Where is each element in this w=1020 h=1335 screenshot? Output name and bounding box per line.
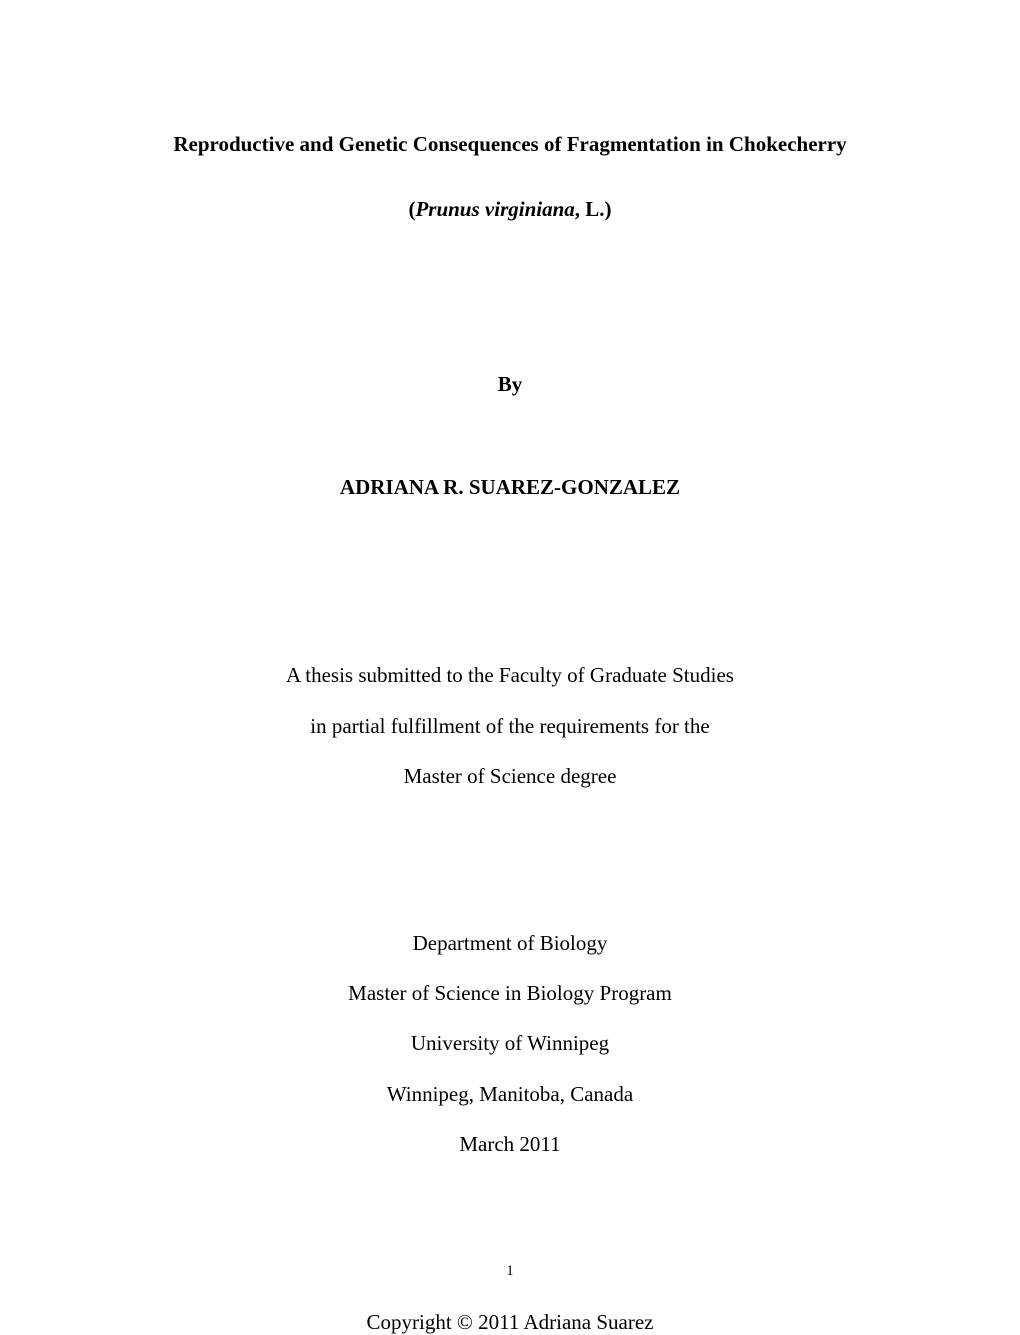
page-number: 1 — [0, 1263, 1020, 1280]
copyright-notice: Copyright © 2011 Adriana Suarez — [120, 1310, 900, 1335]
by-label: By — [120, 372, 900, 397]
institution-block: Department of Biology Master of Science … — [120, 918, 900, 1170]
department: Department of Biology — [120, 918, 900, 968]
university: University of Winnipeg — [120, 1018, 900, 1068]
thesis-title-page: Reproductive and Genetic Consequences of… — [0, 0, 1020, 1320]
title-paren-close: , L.) — [575, 197, 612, 221]
thesis-title-line-1: Reproductive and Genetic Consequences of… — [120, 130, 900, 159]
submission-line-1: A thesis submitted to the Faculty of Gra… — [120, 650, 900, 700]
location: Winnipeg, Manitoba, Canada — [120, 1069, 900, 1119]
submission-line-2: in partial fulfillment of the requiremen… — [120, 701, 900, 751]
date: March 2011 — [120, 1119, 900, 1169]
submission-statement: A thesis submitted to the Faculty of Gra… — [120, 650, 900, 801]
program: Master of Science in Biology Program — [120, 968, 900, 1018]
thesis-title-line-2: (Prunus virginiana, L.) — [120, 197, 900, 222]
submission-line-3: Master of Science degree — [120, 751, 900, 801]
species-name: Prunus virginiana — [415, 197, 574, 221]
author-name: ADRIANA R. SUAREZ-GONZALEZ — [120, 475, 900, 500]
